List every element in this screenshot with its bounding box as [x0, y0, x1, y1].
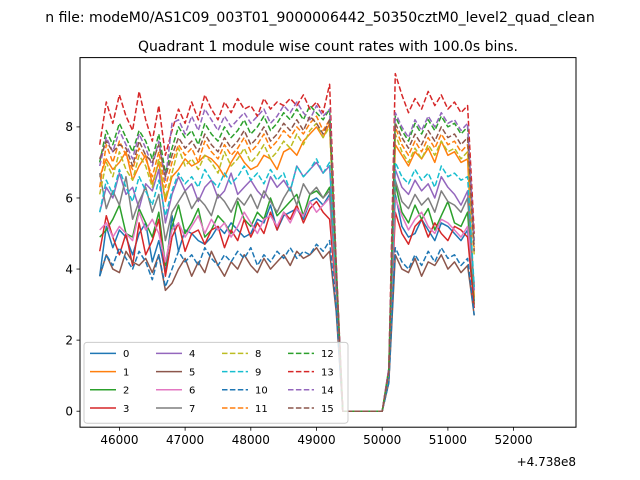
- legend-label: 8: [255, 349, 261, 360]
- legend-label: 4: [189, 349, 195, 360]
- legend-label: 3: [123, 404, 129, 415]
- y-tick-label: 4: [65, 262, 73, 276]
- legend-label: 1: [123, 367, 129, 378]
- y-tick-label: 0: [65, 405, 73, 419]
- chart-title: Quadrant 1 module wise count rates with …: [138, 39, 518, 55]
- legend-label: 9: [255, 367, 261, 378]
- legend-label: 7: [189, 404, 195, 415]
- series-line-12: [98, 104, 475, 412]
- x-tick-label: 47000: [166, 433, 204, 447]
- legend-label: 2: [123, 386, 129, 397]
- y-tick-label: 6: [65, 191, 73, 205]
- x-offset-label: +4.738e8: [517, 455, 576, 469]
- series-line-2: [99, 183, 475, 412]
- series-line-6: [99, 197, 475, 412]
- series-line-10: [98, 239, 475, 412]
- legend-label: 15: [321, 404, 334, 415]
- series-line-7: [98, 172, 475, 412]
- legend-label: 13: [321, 367, 334, 378]
- x-tick-label: 52000: [494, 433, 532, 447]
- series-line-13: [98, 72, 475, 412]
- series-line-5: [98, 246, 475, 412]
- x-tick-label: 46000: [100, 433, 138, 447]
- y-tick-label: 8: [65, 120, 73, 134]
- series-line-8: [98, 122, 475, 412]
- figure-suptitle: n file: modeM0/AS1C09_003T01_9000006442_…: [45, 10, 594, 26]
- y-tick-label: 2: [65, 333, 73, 347]
- legend-label: 10: [255, 386, 268, 397]
- legend-frame: [83, 341, 349, 424]
- legend-label: 5: [189, 367, 195, 378]
- legend-label: 12: [321, 349, 334, 360]
- legend-label: 0: [123, 349, 129, 360]
- series-line-15: [98, 115, 475, 412]
- x-axis-ticks: 46000 47000 48000 49000 50000 51000 52000: [100, 427, 533, 447]
- legend-label: 6: [189, 386, 195, 397]
- y-axis-ticks: 0 2 4 6 8: [65, 120, 80, 419]
- x-tick-label: 50000: [363, 433, 401, 447]
- series-line-11: [98, 115, 475, 412]
- plot-lines: [98, 72, 475, 412]
- axes-frame: [79, 57, 577, 428]
- legend-label: 14: [321, 386, 334, 397]
- legend-label: 11: [255, 404, 268, 415]
- x-tick-label: 48000: [232, 433, 270, 447]
- series-line-14: [98, 101, 475, 412]
- x-tick-label: 51000: [429, 433, 467, 447]
- series-line-9: [98, 158, 475, 412]
- x-tick-label: 49000: [297, 433, 335, 447]
